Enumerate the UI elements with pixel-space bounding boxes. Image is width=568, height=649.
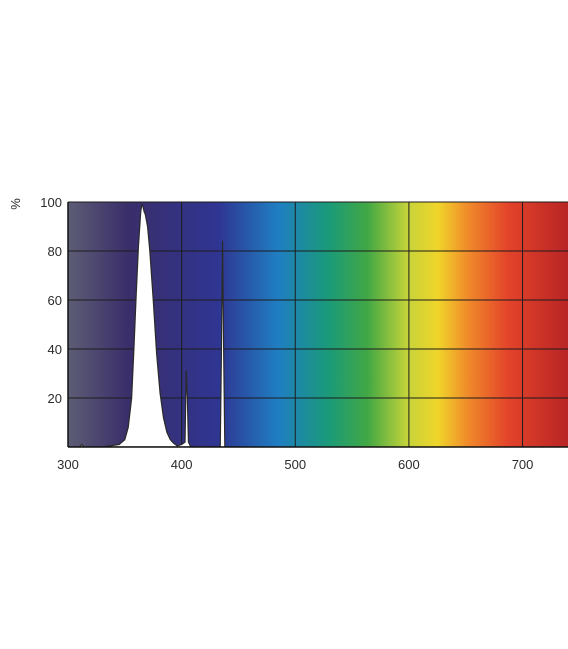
- series-0-area: [68, 203, 240, 447]
- emission-series: [68, 203, 240, 447]
- x-tick-label: 400: [171, 457, 193, 472]
- y-tick-label: 20: [48, 391, 62, 406]
- axes: [67, 202, 568, 448]
- y-axis-unit-label: %: [8, 198, 23, 210]
- y-tick-label: 60: [48, 293, 62, 308]
- tick-labels: 20 40 60 80 100 300 400 500 600 700: [40, 195, 533, 472]
- x-tick-label: 500: [284, 457, 306, 472]
- x-tick-label: 700: [512, 457, 534, 472]
- y-tick-label: 80: [48, 244, 62, 259]
- y-tick-label: 40: [48, 342, 62, 357]
- x-tick-label: 600: [398, 457, 420, 472]
- y-tick-label: 100: [40, 195, 62, 210]
- x-tick-label: 300: [57, 457, 79, 472]
